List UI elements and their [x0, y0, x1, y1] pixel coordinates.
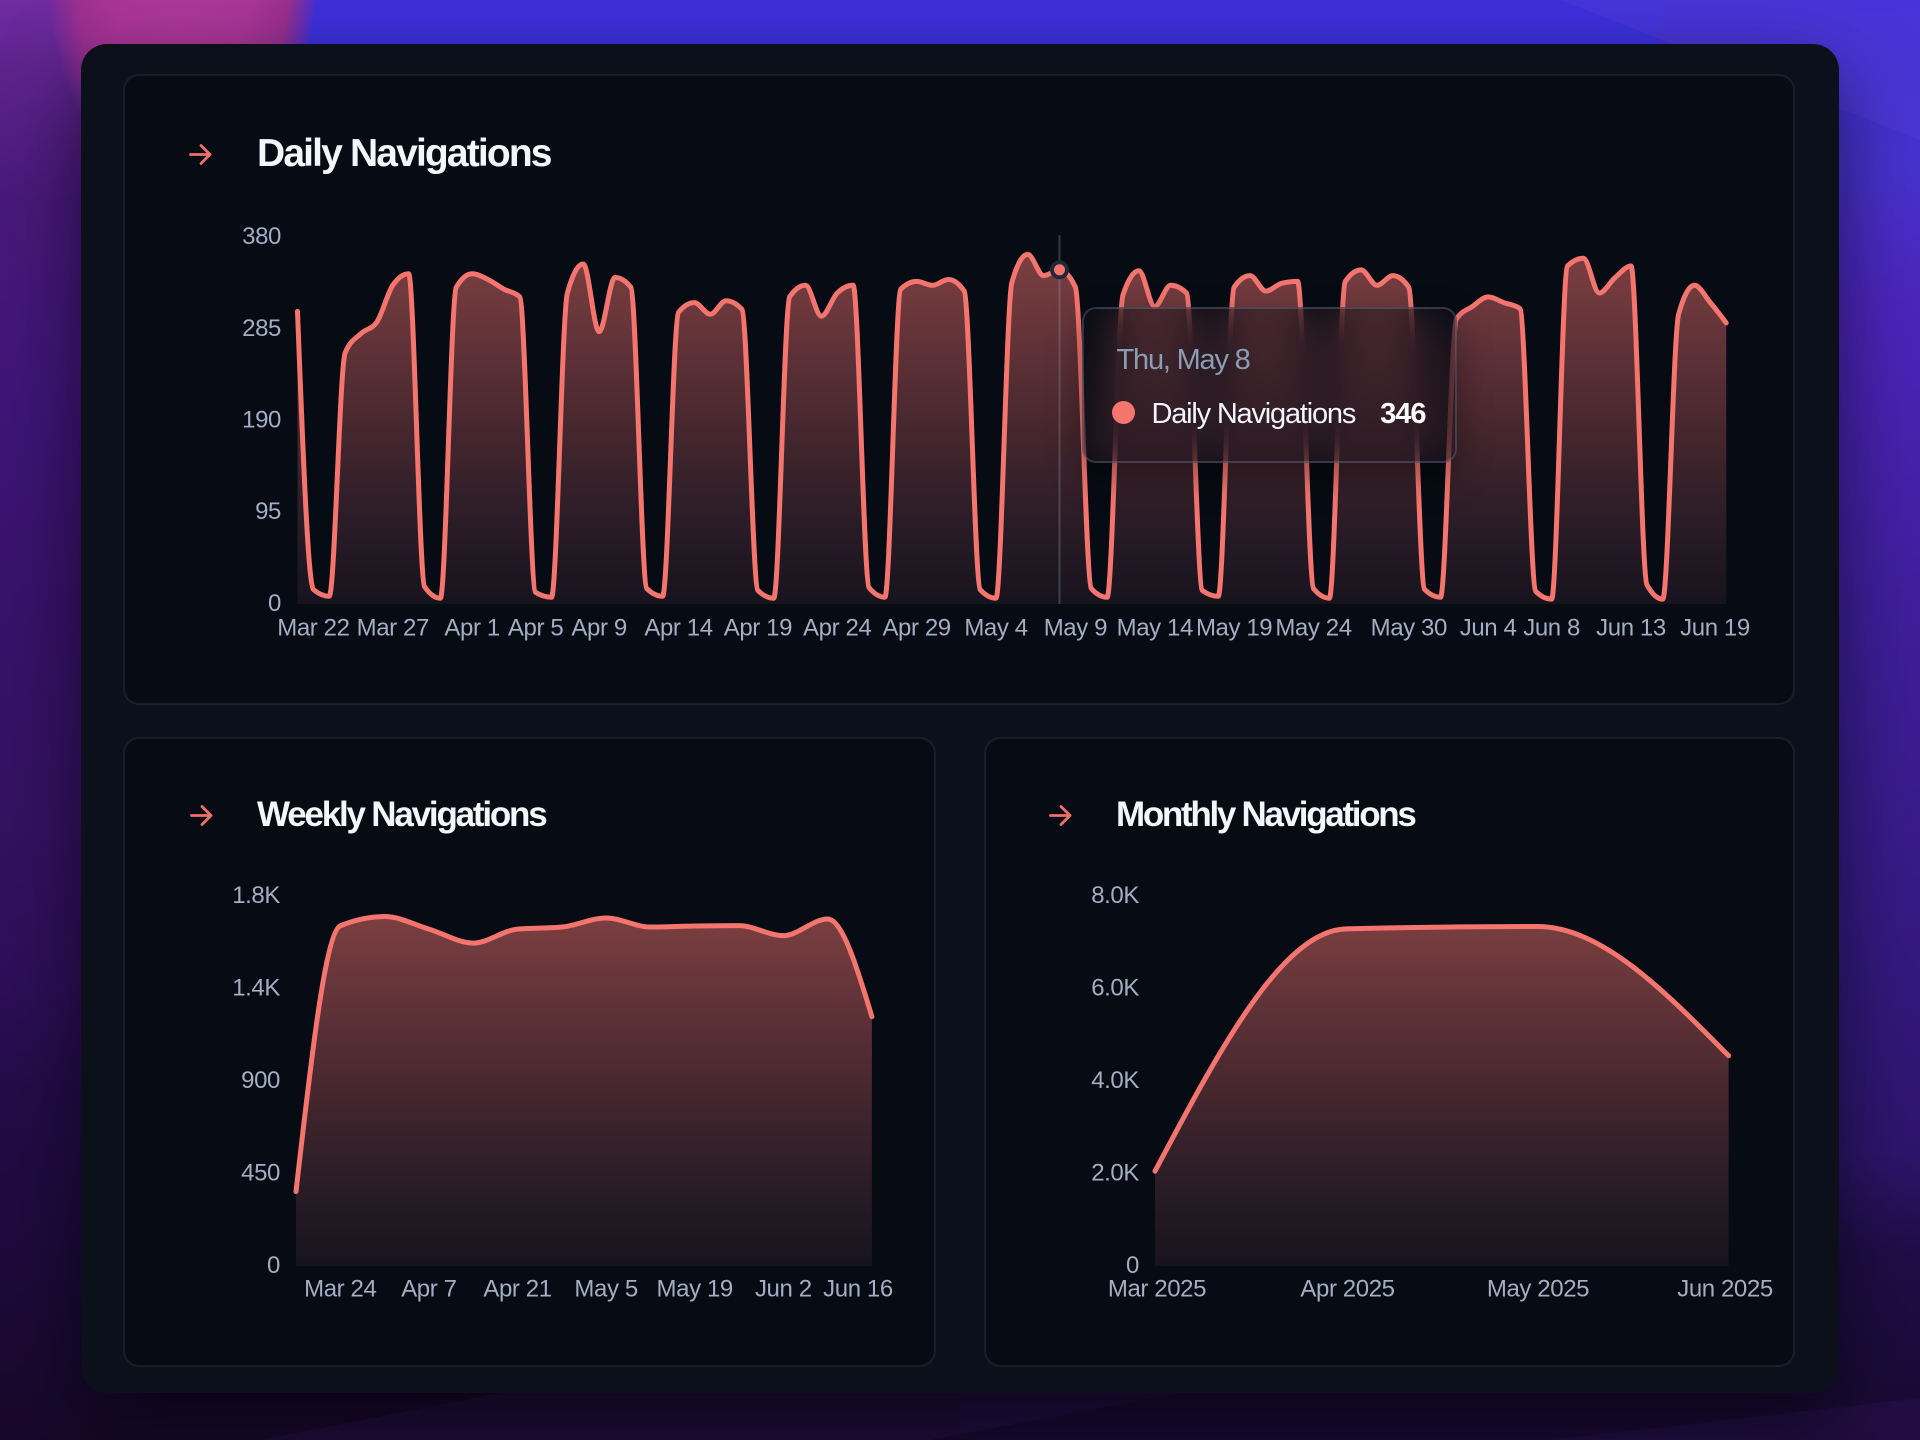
svg-text:May 5: May 5	[574, 1276, 637, 1303]
svg-text:Mar 24: Mar 24	[304, 1276, 376, 1303]
svg-text:Mar 2025: Mar 2025	[1108, 1276, 1206, 1303]
svg-text:Jun 16: Jun 16	[823, 1276, 893, 1303]
svg-text:Jun 8: Jun 8	[1523, 615, 1580, 642]
svg-text:May 4: May 4	[964, 615, 1027, 642]
svg-text:Apr 5: Apr 5	[508, 615, 563, 642]
svg-text:0: 0	[268, 590, 281, 617]
svg-text:Apr 1: Apr 1	[444, 615, 499, 642]
svg-text:May 30: May 30	[1371, 615, 1447, 642]
svg-text:8.0K: 8.0K	[1091, 882, 1139, 909]
svg-text:Jun 19: Jun 19	[1680, 615, 1750, 642]
svg-text:Apr 7: Apr 7	[401, 1276, 456, 1303]
svg-text:0: 0	[267, 1252, 280, 1279]
svg-text:285: 285	[242, 315, 281, 342]
svg-text:Mar 27: Mar 27	[357, 615, 429, 642]
svg-text:Apr 29: Apr 29	[882, 615, 950, 642]
svg-text:4.0K: 4.0K	[1091, 1067, 1139, 1094]
svg-text:May 24: May 24	[1275, 615, 1351, 642]
svg-text:Jun 4: Jun 4	[1460, 615, 1517, 642]
svg-text:Jun 2: Jun 2	[755, 1276, 812, 1303]
svg-text:1.4K: 1.4K	[232, 975, 280, 1002]
svg-text:450: 450	[241, 1160, 280, 1187]
svg-text:Apr 9: Apr 9	[571, 615, 626, 642]
svg-text:6.0K: 6.0K	[1091, 975, 1139, 1002]
svg-text:May 9: May 9	[1044, 615, 1107, 642]
svg-text:May 19: May 19	[657, 1276, 733, 1303]
svg-text:0: 0	[1126, 1252, 1139, 1279]
svg-text:Apr 21: Apr 21	[483, 1276, 551, 1303]
svg-text:Apr 24: Apr 24	[803, 615, 871, 642]
svg-text:Jun 13: Jun 13	[1596, 615, 1666, 642]
svg-text:May 19: May 19	[1196, 615, 1272, 642]
svg-text:95: 95	[255, 498, 281, 525]
svg-text:900: 900	[241, 1067, 280, 1094]
svg-text:1.8K: 1.8K	[232, 882, 280, 909]
svg-text:Mar 22: Mar 22	[277, 615, 349, 642]
svg-text:2.0K: 2.0K	[1091, 1160, 1139, 1187]
svg-text:May 2025: May 2025	[1487, 1276, 1589, 1303]
svg-text:190: 190	[242, 407, 281, 434]
svg-text:Jun 2025: Jun 2025	[1677, 1276, 1773, 1303]
svg-text:Apr 19: Apr 19	[724, 615, 792, 642]
svg-text:Apr 14: Apr 14	[644, 615, 712, 642]
svg-text:Apr 2025: Apr 2025	[1300, 1276, 1394, 1303]
svg-text:May 14: May 14	[1117, 615, 1193, 642]
svg-text:380: 380	[242, 223, 281, 250]
